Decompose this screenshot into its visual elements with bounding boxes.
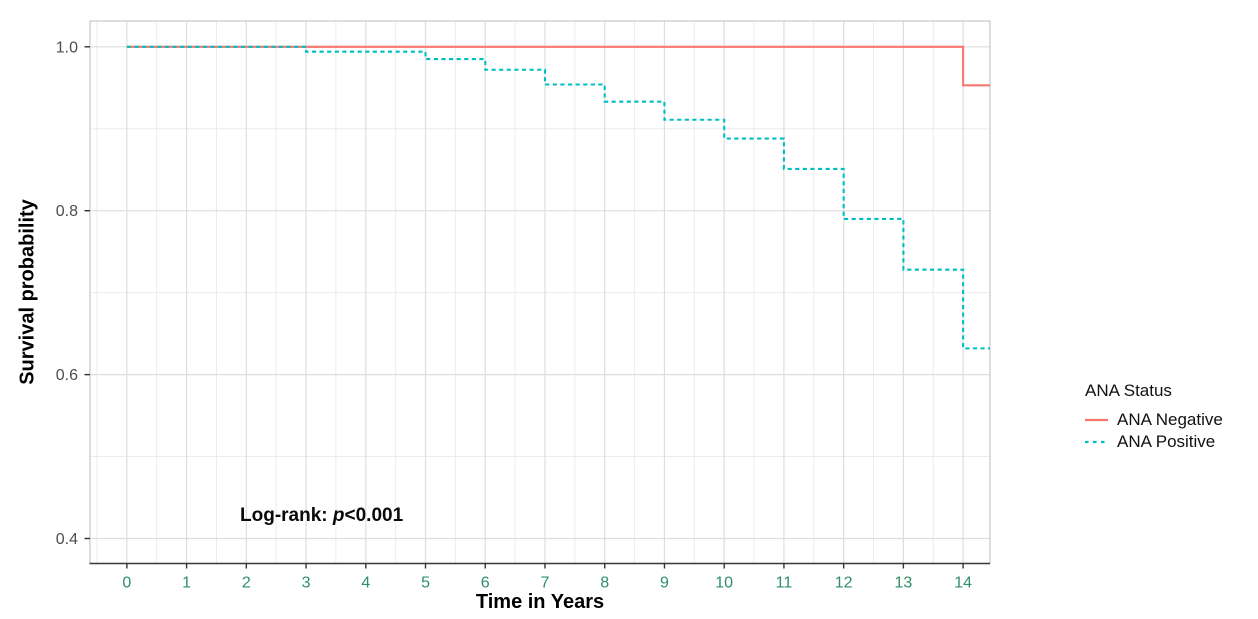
log-rank-prefix: Log-rank: (240, 505, 333, 526)
legend-key-dashed-line-icon (1085, 440, 1108, 444)
x-tick-label: 10 (715, 575, 733, 592)
x-tick-label: 14 (954, 575, 972, 592)
x-tick-label: 9 (660, 575, 669, 592)
x-tick-label: 8 (600, 575, 609, 592)
legend-entry-label: ANA Positive (1117, 432, 1216, 451)
y-tick-labels: 1.0 0.8 0.6 0.4 (56, 39, 78, 548)
x-tick-label: 7 (541, 575, 550, 592)
log-rank-value: <0.001 (344, 505, 404, 526)
tick-marks (84, 46, 964, 569)
x-tick-label: 2 (242, 575, 251, 592)
x-axis-title: Time in Years (475, 591, 605, 613)
legend-key-solid-line-icon (1085, 418, 1108, 422)
y-tick-label: 0.6 (56, 367, 78, 384)
curve-ana-negative (126, 45, 990, 87)
x-tick-labels: 0 1 2 3 4 5 6 7 8 9 10 11 12 13 14 (122, 575, 972, 592)
y-tick-label: 0.4 (56, 531, 78, 548)
x-tick-label: 13 (894, 575, 912, 592)
legend-entries: ANA Negative ANA Positive (1085, 409, 1223, 453)
x-tick-label: 3 (302, 575, 311, 592)
y-tick-label: 1.0 (56, 39, 78, 56)
x-tick-label: 11 (776, 575, 793, 592)
legend-title: ANA Status (1085, 381, 1172, 400)
curve-ana-positive (126, 45, 990, 350)
legend-entry-label: ANA Negative (1117, 410, 1223, 429)
x-tick-label: 4 (361, 575, 370, 592)
legend-entry-ana-negative: ANA Negative (1085, 409, 1223, 431)
x-tick-label: 6 (481, 575, 490, 592)
legend-entry-ana-positive: ANA Positive (1085, 431, 1223, 453)
x-tick-label: 0 (122, 575, 131, 592)
log-rank-annotation: Log-rank: p<0.001 (240, 505, 403, 527)
x-tick-label: 1 (182, 575, 191, 592)
y-axis-title: Survival probability (16, 199, 39, 385)
legend: ANA Status ANA Negative ANA Positive (1085, 381, 1223, 453)
x-tick-label: 5 (421, 575, 430, 592)
y-tick-label: 0.8 (56, 203, 78, 220)
log-rank-p-symbol: p (332, 505, 345, 526)
minor-gridlines (90, 21, 990, 564)
x-tick-label: 12 (835, 575, 853, 592)
